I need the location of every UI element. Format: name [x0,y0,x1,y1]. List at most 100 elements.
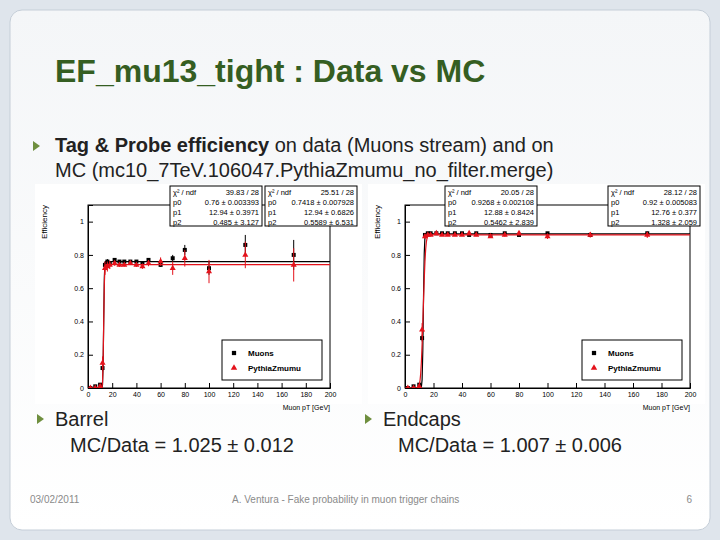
x-axis-title: Muon pT [GeV] [283,404,330,412]
panel-ratio: MC/Data = 1.007 ± 0.006 [398,434,622,456]
data-point [439,231,445,236]
y-axis: 00.20.40.60.81 [74,206,93,392]
x-tick-mark [233,383,234,388]
x-tick-label: 200 [685,391,697,398]
x-tick-label: 140 [599,391,611,398]
x-tick: 200 [685,383,697,398]
y-tick-label: 1 [80,218,84,225]
data-point [587,231,593,236]
slide-title: EF_mu13_tight : Data vs MC [55,53,485,89]
x-tick-label: 40 [459,391,467,398]
stat-value: 20.05 / 28 [501,188,534,197]
stat-label: p2 [268,218,276,227]
y-axis: 00.20.40.60.81 [391,206,410,392]
y-tick: 0 [80,385,93,392]
data-point [116,261,122,266]
stat-label: p1 [268,208,276,217]
x-axis-line [89,383,331,389]
x-tick-mark [633,383,634,388]
x-tick-mark [548,383,549,388]
stat-label: p1 [448,208,456,217]
chart: 02040608010012014016018020000.20.40.60.8… [35,184,362,412]
data-point [428,231,434,236]
y-tick-label: 0 [80,385,84,392]
x-tick-mark [136,383,137,388]
data-point [291,261,297,266]
y-tick: 0.8 [391,252,410,259]
x-tick: 80 [181,383,189,398]
x-axis: 020406080100120140160180200 [404,383,697,398]
x-tick-mark [576,383,577,388]
legend-label: Muons [608,349,634,358]
fit-curve [405,235,690,388]
bullet-glyph [365,414,372,424]
x-tick: 180 [656,383,668,398]
data-point [171,256,175,260]
x-tick-label: 40 [133,391,141,398]
legend: MuonsPythiaZmumu [582,340,682,380]
x-tick: 140 [252,383,264,398]
x-axis-title: Muon pT [GeV] [643,404,690,412]
data-point [452,231,458,236]
x-tick-mark [605,383,606,388]
plot-frame [88,205,330,388]
stat-box: χ² / ndf20.05 / 28p00.9268 ± 0.002108p11… [445,186,537,227]
x-tick-mark [491,383,492,388]
y-tick-label: 0.4 [74,318,84,325]
x-tick-label: 180 [656,391,668,398]
y-tick: 0.2 [74,351,93,358]
x-tick: 140 [599,383,611,398]
x-tick-mark [306,383,307,388]
x-tick-mark [462,383,463,388]
x-tick-mark [662,383,663,388]
y-tick-label: 0.4 [391,318,401,325]
y-tick-label: 0.8 [391,252,401,259]
x-tick: 100 [204,383,216,398]
y-tick: 0.4 [74,318,93,325]
data-point [145,260,151,265]
legend-label: PythiaZmumu [248,364,301,373]
x-tick-label: 180 [300,391,312,398]
y-tick-mark [88,222,93,223]
y-tick: 0.2 [391,351,410,358]
y-tick-label: 0.2 [391,351,401,358]
data-point [88,384,93,388]
stat-value: 25.51 / 28 [321,188,354,197]
data-point [459,231,465,236]
stat-box-frame [608,186,700,226]
chart-panel [368,184,705,404]
data-point [433,230,439,235]
data-point [516,230,522,235]
y-tick-mark [88,321,93,322]
x-tick: 160 [628,383,640,398]
stat-value: 12.88 ± 0.8424 [484,208,534,217]
x-tick: 20 [430,383,438,398]
y-tick-mark [405,222,410,223]
bullet-text: on data (Muons stream) and on [269,134,554,156]
bullet-line: Tag & Probe efficiency on data (Muons st… [55,134,554,156]
stat-value: 0.5589 ± 6.531 [304,218,354,227]
stat-value: 12.94 ± 0.3971 [209,208,259,217]
panel-ratio: MC/Data = 1.025 ± 0.012 [70,434,294,456]
x-tick-label: 20 [430,391,438,398]
data-point [419,326,425,331]
y-axis-title: Efficiency [40,205,49,239]
y-tick: 1 [80,218,93,225]
data-point [107,261,113,266]
stat-label: p1 [173,208,181,217]
data-point [416,383,422,388]
x-tick: 200 [325,383,337,398]
data-point [133,261,139,266]
slide-border [0,0,720,540]
data-point [182,255,188,260]
data-point [644,231,650,236]
data-point [127,260,133,265]
footer-page: 6 [686,494,692,505]
x-tick-label: 160 [628,391,640,398]
stat-value: 12.94 ± 0.6826 [304,208,354,217]
plot-frame [405,205,690,388]
stat-label: χ² / ndf [173,188,197,197]
x-tick: 120 [228,383,240,398]
legend-marker [231,364,237,370]
bullet-glyph [37,414,44,424]
